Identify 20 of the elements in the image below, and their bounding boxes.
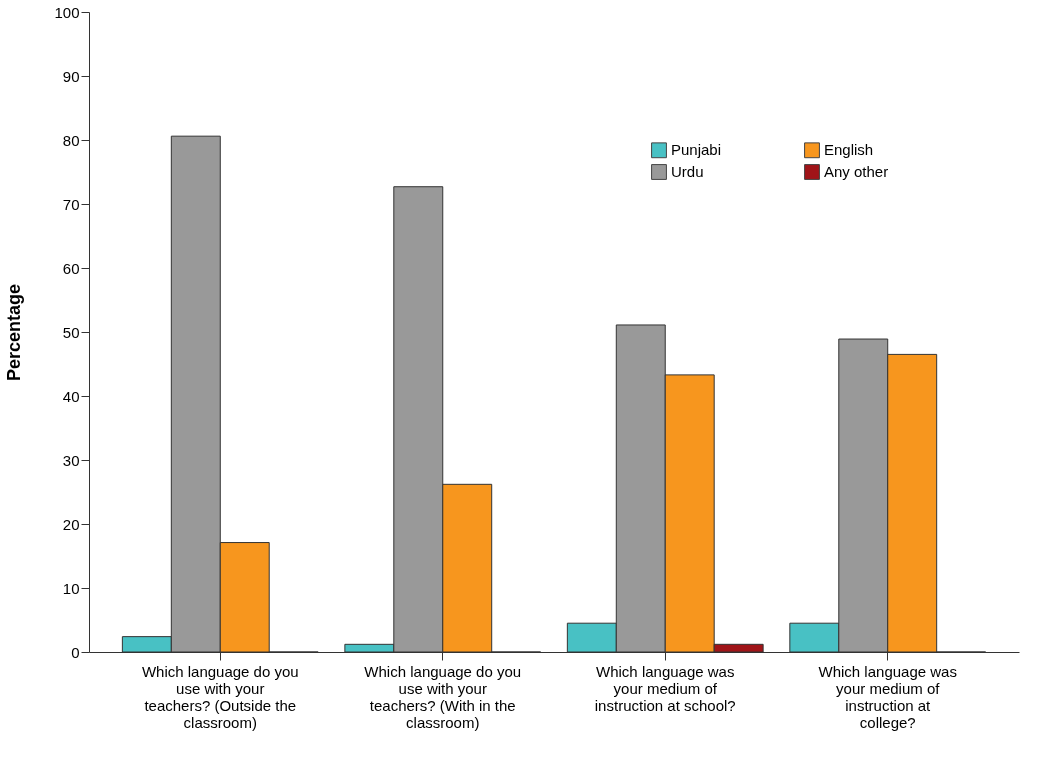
x-tick-label: Which language was your medium of instruction at school? bbox=[594, 662, 736, 714]
legend-label: Punjabi bbox=[671, 141, 722, 159]
y-tick-label: 30 bbox=[62, 451, 80, 469]
y-tick-label: 50 bbox=[62, 323, 80, 341]
y-tick-label: 40 bbox=[62, 387, 80, 405]
y-tick-label: 80 bbox=[62, 131, 80, 149]
y-tick-label: 100 bbox=[54, 3, 80, 21]
x-tick-label: Which language do you use with your teachers? (With in the classroom) bbox=[364, 662, 522, 731]
legend-label: Any other bbox=[824, 163, 889, 180]
y-tick-label: 10 bbox=[62, 579, 80, 597]
legend-label: Urdu bbox=[671, 163, 704, 180]
y-tick-label: 90 bbox=[62, 67, 80, 85]
x-tick-label: Which language was your medium of instruction at college? bbox=[818, 662, 957, 731]
y-tick-label: 70 bbox=[62, 195, 80, 213]
y-tick-label: 20 bbox=[62, 515, 80, 533]
x-tick-label: Which language do you use with your teachers? (Outside the classroom) bbox=[141, 662, 299, 731]
y-axis-title: Percentage bbox=[4, 283, 25, 382]
y-tick-label: 0 bbox=[71, 643, 80, 661]
y-tick-label: 60 bbox=[62, 259, 80, 277]
legend-label: English bbox=[824, 141, 874, 159]
